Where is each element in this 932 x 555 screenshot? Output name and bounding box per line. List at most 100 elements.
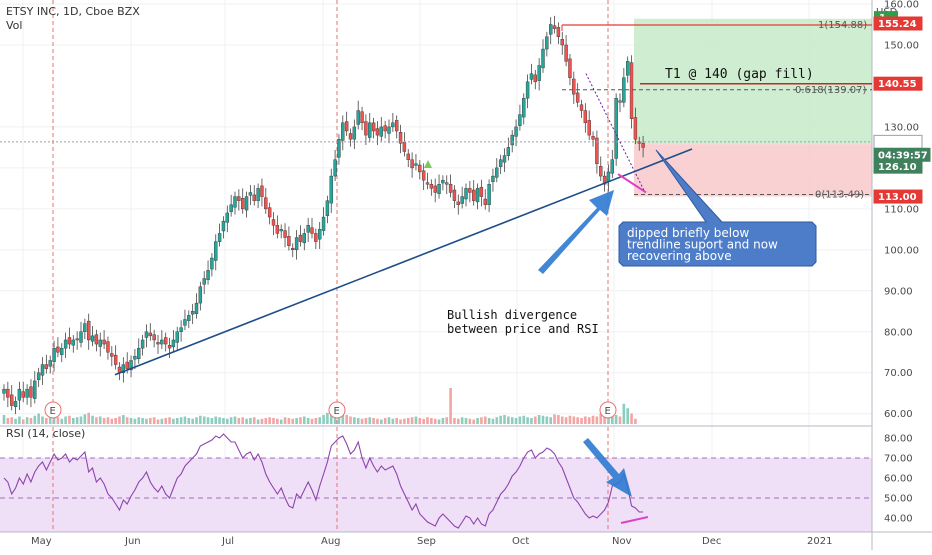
volume-bar — [260, 418, 264, 424]
candle-body — [606, 171, 611, 183]
x-axis-label: Sep — [417, 536, 436, 547]
earnings-marker — [44, 401, 62, 419]
price-tick-label: 60.00 — [884, 409, 913, 420]
volume-bar — [441, 418, 445, 424]
price-tick-label: 110.00 — [884, 204, 919, 215]
x-axis-label: Nov — [612, 536, 632, 547]
volume-bar — [591, 415, 595, 424]
volume-bar — [149, 418, 152, 424]
volume-bar — [114, 418, 117, 424]
symbol-header: ETSY INC, 1D, Cboe BZX — [6, 5, 140, 18]
volume-bar — [545, 416, 549, 424]
volume-bar — [233, 416, 237, 424]
volume-bar — [160, 418, 164, 424]
candle-body — [537, 65, 541, 81]
x-axis-label: Aug — [321, 536, 341, 547]
candle-body — [179, 327, 183, 332]
volume-bar — [106, 417, 110, 424]
price-divergence-line — [617, 173, 647, 194]
candle-body — [233, 196, 237, 208]
candle-body — [622, 77, 626, 103]
volume-bar — [25, 417, 29, 424]
candle-body — [410, 159, 414, 169]
candle-body — [341, 122, 345, 141]
candle-body — [387, 126, 391, 134]
price-tag-text: 113.00 — [878, 192, 917, 203]
volume-bar — [210, 418, 214, 424]
candle-body — [460, 196, 464, 204]
volume-bar — [614, 415, 618, 424]
volume-bar — [453, 418, 456, 424]
earnings-marker-label: E — [50, 406, 56, 417]
price-tick-label: 100.00 — [884, 245, 919, 256]
candle-body — [433, 185, 437, 193]
candle-body — [641, 143, 645, 148]
volume-bar — [414, 416, 418, 424]
candle-body — [441, 179, 445, 184]
price-tag-bg — [873, 159, 923, 174]
volume-bar — [541, 415, 545, 424]
candle-body — [602, 175, 607, 185]
volume-bar — [530, 418, 533, 424]
volume-bar — [156, 419, 160, 424]
volume-bar — [206, 417, 210, 424]
candle-body — [533, 74, 537, 83]
rsi-label: RSI (14, close) — [6, 427, 85, 440]
volume-bar — [364, 418, 368, 424]
volume-bar — [179, 417, 183, 424]
volume-bar — [226, 418, 229, 424]
volume-bar — [476, 418, 479, 424]
candle-body — [314, 233, 318, 242]
candle-body — [294, 237, 299, 251]
volume-bar — [95, 417, 98, 424]
volume-bar — [464, 418, 468, 424]
volume-bar — [145, 418, 148, 424]
earnings-marker — [328, 401, 346, 419]
candle-body — [48, 360, 52, 367]
price-tag-bg — [873, 189, 923, 204]
volume-bar — [264, 418, 268, 424]
candle-body — [237, 196, 241, 201]
earnings-marker — [599, 401, 617, 419]
candle-body — [610, 159, 614, 174]
volume-bar — [483, 416, 487, 424]
candle-body — [364, 121, 368, 136]
candle-body — [379, 126, 383, 137]
price-tag-bg — [873, 16, 923, 31]
candle-body — [614, 98, 618, 159]
candle-body — [298, 234, 303, 242]
candle-body — [248, 192, 253, 196]
candle-body — [271, 219, 276, 226]
candle-body — [437, 184, 441, 194]
candle-body — [33, 380, 37, 399]
volume-bar — [495, 417, 499, 424]
volume-bar — [276, 418, 279, 424]
x-axis-label: Jul — [221, 536, 234, 547]
candle-body — [221, 220, 226, 232]
candle-body — [579, 104, 584, 111]
volume-bar — [21, 419, 25, 424]
candle-body — [29, 386, 33, 398]
volume-bar — [383, 418, 387, 424]
candle-body — [190, 311, 195, 315]
volume-bar — [29, 418, 33, 424]
volume-bar — [256, 419, 260, 424]
candle-body — [445, 182, 449, 185]
volume-bar — [129, 418, 133, 424]
candle-body — [113, 354, 118, 365]
volume-bar — [287, 418, 291, 424]
candle-body — [633, 117, 638, 140]
volume-bar — [141, 418, 144, 424]
candle-body — [306, 225, 310, 233]
volume-bar — [322, 415, 325, 424]
rsi-line — [3, 433, 644, 529]
candle-body — [487, 184, 491, 205]
volume-bar — [187, 418, 191, 424]
volume-bar — [391, 418, 395, 424]
rsi-tick-label: 60.00 — [884, 474, 913, 485]
volume-bar — [368, 417, 372, 424]
volume-bar — [18, 416, 21, 424]
price-tick-label: 160.00 — [884, 0, 919, 11]
volume-bar — [222, 418, 225, 424]
candle-body — [252, 194, 256, 201]
